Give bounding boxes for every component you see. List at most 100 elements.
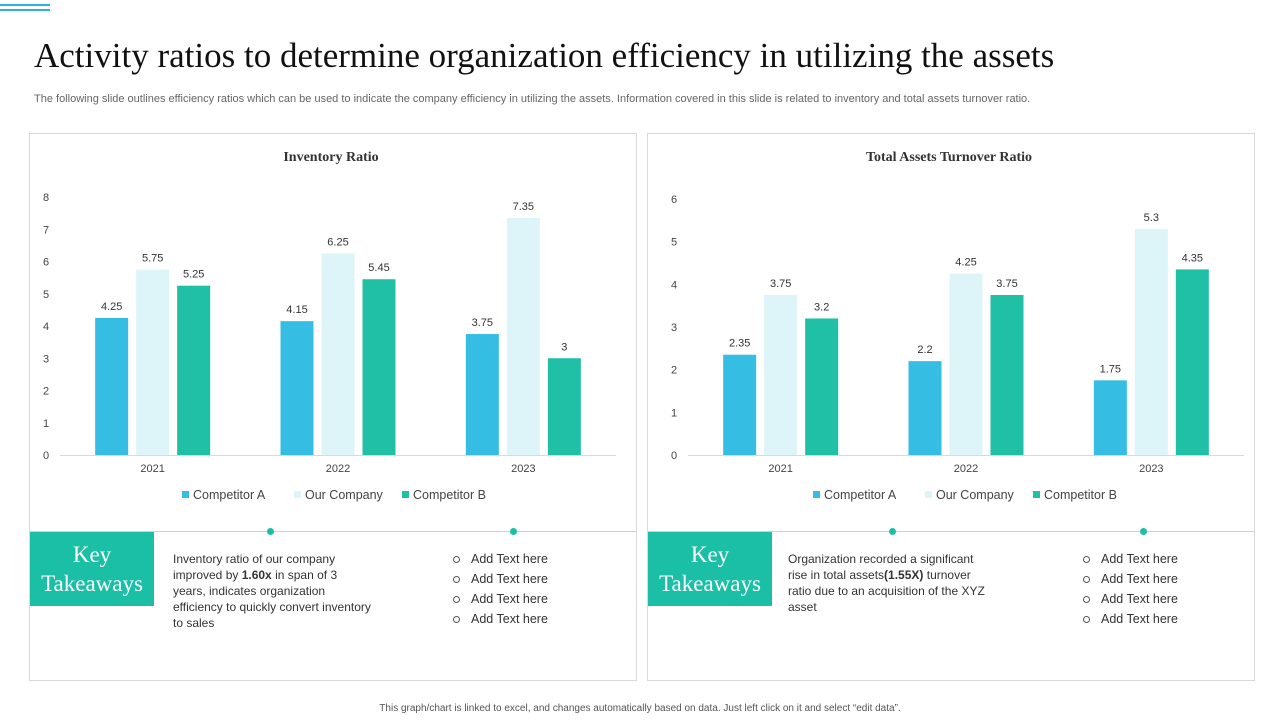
- y-tick-label: 4: [671, 279, 677, 291]
- x-tick-label: 2022: [954, 463, 978, 475]
- key-takeaways-label: Key Takeaways: [648, 532, 772, 606]
- bar-our-company: [949, 273, 983, 455]
- total-assets-turnover-panel: Total Assets Turnover Ratio 0 1 2 3 4 5 6 2.35 3.…: [647, 133, 1255, 681]
- takeaway-text-prefix: Inventory ratio of our company improved …: [173, 552, 336, 582]
- y-tick-label: 7: [43, 224, 49, 236]
- divider-dot: [267, 528, 274, 535]
- x-tick-label: 2021: [768, 463, 792, 475]
- data-label: 5.25: [183, 269, 204, 281]
- legend-swatch: [182, 491, 189, 498]
- takeaway-text-prefix: Organization recorded a significant rise…: [788, 552, 974, 582]
- bullet-item: Add Text here: [453, 567, 548, 591]
- divider-dot: [889, 528, 896, 535]
- bar-competitor-b: [990, 295, 1024, 455]
- bullet-text: Add Text here: [471, 612, 548, 626]
- takeaway-text: Inventory ratio of our company improved …: [173, 551, 373, 631]
- y-tick-label: 6: [43, 257, 49, 269]
- data-label: 3: [561, 341, 567, 353]
- bullet-item: Add Text here: [1083, 547, 1178, 571]
- y-tick-label: 2: [671, 365, 677, 377]
- x-tick-label: 2021: [140, 463, 164, 475]
- bar-competitor-b: [1175, 269, 1209, 455]
- bar-competitor-a: [280, 321, 314, 455]
- takeaway-text-suffix: in span of 3 years, indicates organizati…: [173, 568, 371, 630]
- bullet-text: Add Text here: [1101, 552, 1178, 566]
- data-label: 4.15: [286, 304, 307, 316]
- bar-competitor-a: [95, 317, 129, 455]
- bullet-item: Add Text here: [1083, 607, 1178, 631]
- y-tick-label: 2: [43, 386, 49, 398]
- legend-entry: Competitor A: [824, 488, 897, 502]
- takeaway-text-suffix: turnover ratio due to an acquisition of …: [788, 568, 985, 614]
- data-label: 3.75: [770, 278, 791, 290]
- chart-title: Total Assets Turnover Ratio: [866, 150, 1032, 165]
- takeaway-text-bold: 1.60x: [241, 568, 272, 582]
- legend-entry: Our Company: [305, 488, 384, 502]
- y-tick-label: 1: [671, 407, 677, 419]
- data-label: 1.75: [1100, 363, 1121, 375]
- data-label: 3.2: [814, 301, 829, 313]
- bullet-circle-icon: [1083, 576, 1090, 583]
- bullet-circle-icon: [1083, 596, 1090, 603]
- bullet-item: Add Text here: [453, 607, 548, 631]
- inventory-ratio-chart[interactable]: Inventory Ratio 0 1 2 3 4 5 6 7 8 4.25 5.75 5.25 2021…: [30, 134, 636, 524]
- data-label: 5.3: [1144, 212, 1159, 224]
- data-label: 5.75: [142, 253, 163, 265]
- bar-competitor-b: [547, 358, 581, 455]
- y-tick-label: 5: [43, 289, 49, 301]
- key-takeaways-line2: Takeaways: [659, 571, 761, 596]
- bar-competitor-b: [362, 279, 396, 455]
- data-label: 2.2: [917, 344, 932, 356]
- total-assets-turnover-chart[interactable]: Total Assets Turnover Ratio 0 1 2 3 4 5 6 2.35 3.…: [648, 134, 1254, 524]
- chart-title: Inventory Ratio: [283, 150, 378, 165]
- legend-swatch: [402, 491, 409, 498]
- page-title: Activity ratios to determine organizatio…: [34, 36, 1055, 75]
- x-tick-label: 2022: [326, 463, 350, 475]
- bar-our-company: [764, 295, 798, 455]
- y-tick-label: 6: [671, 194, 677, 206]
- y-tick-label: 4: [43, 321, 49, 333]
- y-tick-label: 3: [671, 322, 677, 334]
- bullet-text: Add Text here: [1101, 572, 1178, 586]
- legend-swatch: [294, 491, 301, 498]
- data-label: 2.35: [729, 338, 750, 350]
- footer-note: This graph/chart is linked to excel, and…: [379, 703, 901, 714]
- bar-competitor-a: [908, 361, 942, 455]
- panel-divider: [648, 531, 1254, 532]
- y-tick-label: 1: [43, 418, 49, 430]
- bar-competitor-b: [177, 285, 211, 455]
- data-label: 3.75: [472, 317, 493, 329]
- key-takeaways-line1: Key: [690, 542, 730, 567]
- data-label: 5.45: [368, 262, 389, 274]
- y-tick-label: 0: [43, 450, 49, 462]
- legend-entry: Competitor A: [193, 488, 266, 502]
- bullet-circle-icon: [453, 616, 460, 623]
- legend-swatch: [925, 491, 932, 498]
- bar-competitor-a: [1093, 380, 1127, 455]
- legend-entry: Our Company: [936, 488, 1015, 502]
- bullet-item: Add Text here: [1083, 587, 1178, 611]
- key-takeaways-line1: Key: [72, 542, 112, 567]
- data-label: 3.75: [996, 278, 1017, 290]
- bullet-item: Add Text here: [1083, 567, 1178, 591]
- legend-swatch: [1033, 491, 1040, 498]
- bullet-text: Add Text here: [471, 552, 548, 566]
- y-tick-label: 8: [43, 192, 49, 204]
- takeaway-text-bold: (1.55X): [884, 568, 924, 582]
- bullet-circle-icon: [453, 576, 460, 583]
- corner-decoration: [0, 4, 50, 14]
- x-tick-label: 2023: [511, 463, 535, 475]
- panel-divider: [30, 531, 636, 532]
- data-label: 4.25: [101, 301, 122, 313]
- x-tick-label: 2023: [1139, 463, 1163, 475]
- data-label: 6.25: [327, 236, 348, 248]
- y-tick-label: 3: [43, 353, 49, 365]
- divider-dot: [1140, 528, 1147, 535]
- bar-our-company: [321, 253, 355, 455]
- legend-entry: Competitor B: [413, 488, 486, 502]
- legend-entry: Competitor B: [1044, 488, 1117, 502]
- bullet-text: Add Text here: [471, 572, 548, 586]
- bar-competitor-a: [723, 354, 757, 455]
- bar-competitor-a: [465, 334, 499, 455]
- bullet-circle-icon: [453, 596, 460, 603]
